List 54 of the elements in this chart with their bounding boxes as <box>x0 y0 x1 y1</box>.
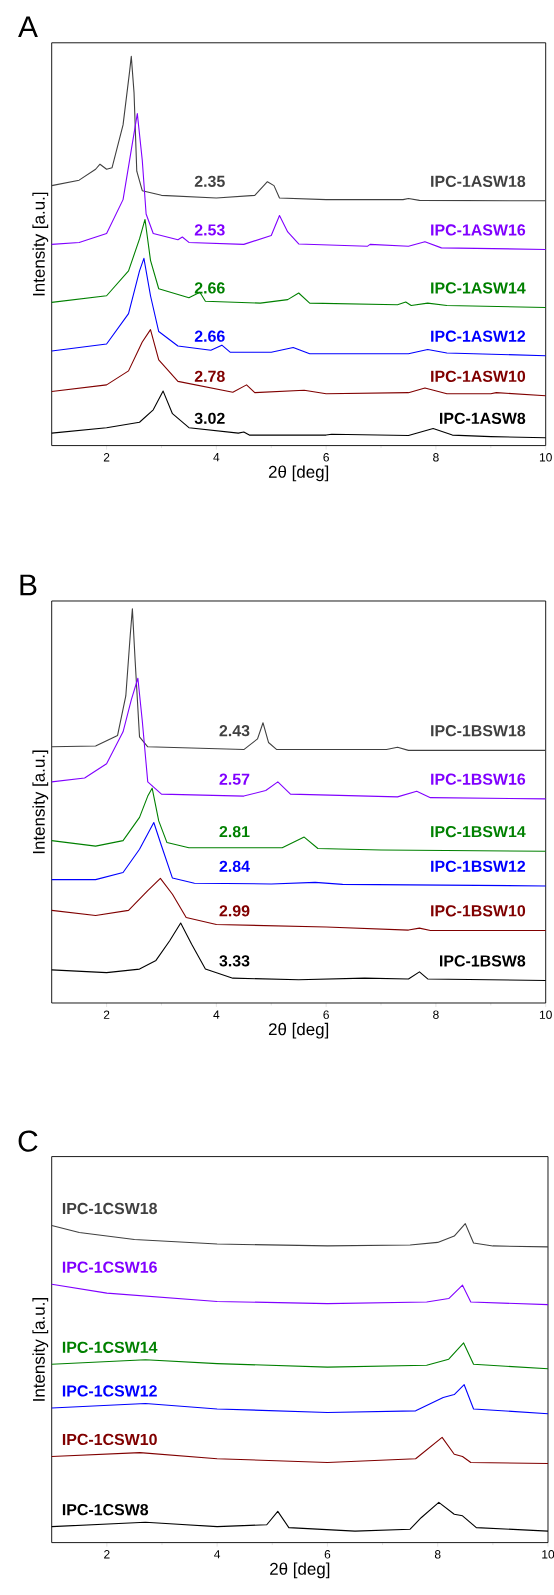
chart-title: B <box>20 574 37 596</box>
series-label: IPC-1ASW12 <box>431 330 526 342</box>
x-axis-title: 2θ [deg] <box>270 1562 330 1579</box>
annotation: 2.43 <box>219 725 250 737</box>
series-label: IPC-1CSW10 <box>62 1433 157 1446</box>
x-tick-label: 4 <box>213 453 220 462</box>
annotation: 2.81 <box>219 825 250 838</box>
annotation: 3.02 <box>194 412 225 424</box>
annotation: 2.66 <box>194 330 225 342</box>
series-label: IPC-1CSW12 <box>62 1385 157 1397</box>
y-axis-title: Intensity [a.u.] <box>32 750 49 854</box>
x-tick-label: 8 <box>434 1550 441 1559</box>
series-label: IPC-1BSW10 <box>431 905 526 917</box>
x-tick-label: 6 <box>324 1550 331 1559</box>
series-label: IPC-1BSW14 <box>431 825 526 838</box>
x-tick-label: 10 <box>539 1010 552 1019</box>
annotation: 2.53 <box>194 224 225 236</box>
x-tick-label: 2 <box>103 453 110 462</box>
series-label: IPC-1ASW18 <box>431 175 526 187</box>
series-label: IPC-1BSW12 <box>431 860 526 872</box>
x-tick-label: 2 <box>104 1550 110 1559</box>
chart-title: C <box>18 1130 38 1152</box>
x-tick-label: 4 <box>213 1010 220 1019</box>
series-label: IPC-1CSW8 <box>62 1504 149 1516</box>
x-tick-label: 8 <box>433 453 439 462</box>
x-tick-label: 6 <box>323 1010 329 1019</box>
series-label: IPC-1ASW8 <box>440 412 526 424</box>
annotation: 2.57 <box>219 773 250 785</box>
y-axis-title: Intensity [a.u.] <box>32 1298 49 1401</box>
series-label: IPC-1CSW18 <box>62 1202 157 1215</box>
chart-title: A <box>18 16 38 37</box>
annotation: 2.66 <box>194 282 225 294</box>
x-tick-label: 2 <box>103 1010 110 1019</box>
annotation: 2.84 <box>219 860 250 872</box>
annotation: 2.35 <box>194 175 225 187</box>
x-tick-label: 6 <box>323 453 329 462</box>
y-axis-title: Intensity [a.u.] <box>32 192 49 296</box>
series-label: IPC-1BSW16 <box>431 773 526 785</box>
series-label: IPC-1ASW16 <box>431 224 526 236</box>
series-label: IPC-1BSW18 <box>431 725 526 737</box>
series-label: IPC-1ASW10 <box>431 370 526 382</box>
series-label: IPC-1CSW16 <box>62 1261 157 1273</box>
x-axis-title: 2θ [deg] <box>268 1022 329 1039</box>
x-tick-label: 10 <box>542 1550 554 1559</box>
x-tick-label: 10 <box>539 453 552 462</box>
series-label: IPC-1ASW14 <box>431 282 526 294</box>
x-tick-label: 8 <box>433 1010 439 1019</box>
x-axis-title: 2θ [deg] <box>268 465 329 482</box>
annotation: 2.99 <box>219 905 250 917</box>
x-tick-label: 4 <box>214 1550 221 1559</box>
series-label: IPC-1BSW8 <box>440 955 526 967</box>
annotation: 2.78 <box>194 370 225 382</box>
series-label: IPC-1CSW14 <box>62 1341 158 1353</box>
annotation: 3.33 <box>219 955 250 967</box>
